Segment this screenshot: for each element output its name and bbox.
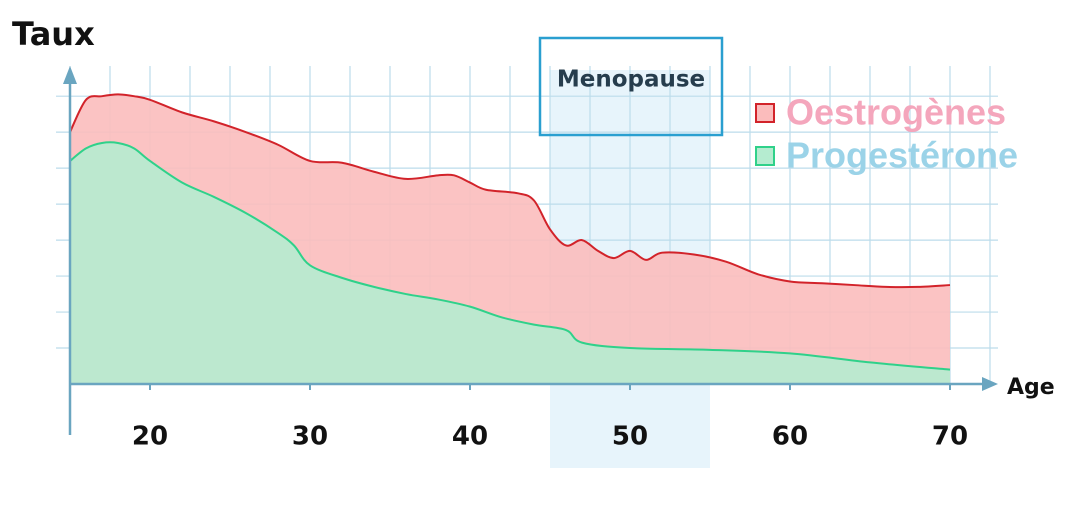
x-axis-label: Age — [1007, 375, 1055, 400]
area — [70, 142, 950, 384]
x-axis-arrow — [982, 377, 998, 391]
legend-swatch — [755, 146, 775, 166]
x-tick-label: 70 — [932, 422, 968, 452]
x-tick-label: 20 — [132, 422, 168, 452]
legend-swatch — [755, 103, 775, 123]
x-tick-label: 40 — [452, 422, 488, 452]
legend-label: Progestérone — [786, 135, 1018, 176]
x-tick-label: 50 — [612, 422, 648, 452]
line — [69, 141, 951, 371]
menopause-label: Menopause — [557, 67, 705, 93]
x-tick-label: 60 — [772, 422, 808, 452]
legend-label: Oestrogènes — [786, 92, 1006, 133]
line — [69, 93, 951, 289]
y-axis-arrow — [63, 66, 77, 84]
plot — [56, 66, 998, 468]
y-axis-label: Taux — [12, 15, 95, 53]
menopause-box — [538, 36, 724, 137]
x-tick-label: 30 — [292, 422, 328, 452]
